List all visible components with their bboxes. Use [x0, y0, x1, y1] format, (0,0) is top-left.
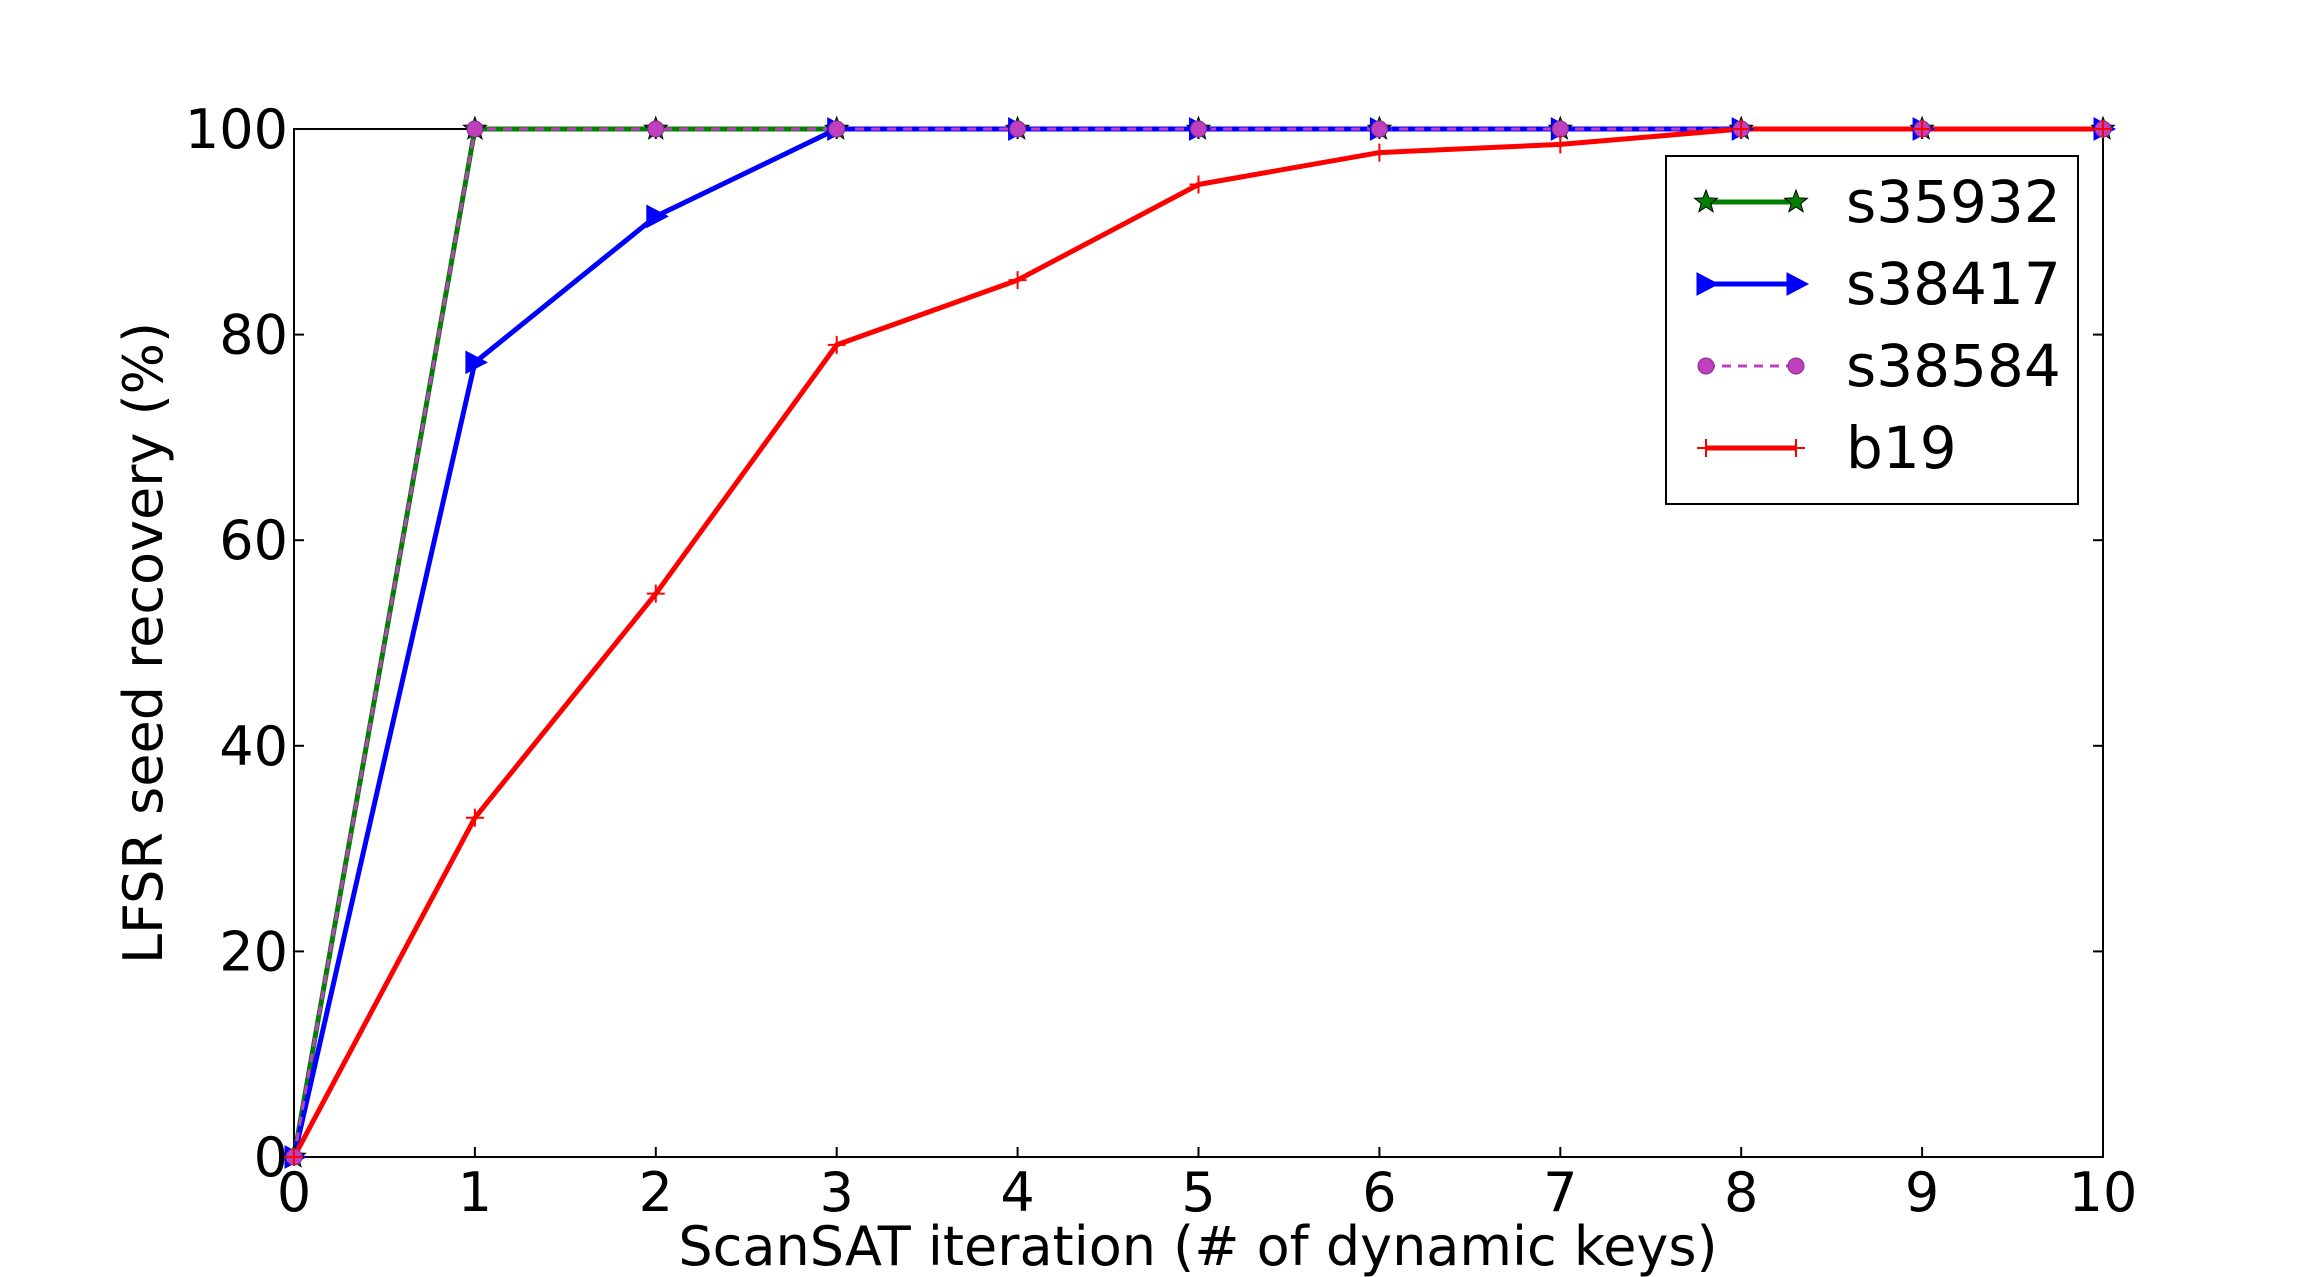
- y-tick-label: 60: [219, 509, 288, 572]
- data-point-b19: [827, 335, 846, 354]
- data-point-s38584: [1190, 120, 1207, 138]
- legend-marker-b19: [1697, 439, 1715, 457]
- data-point-b19: [1732, 120, 1751, 138]
- x-axis-label: ScanSAT iteration (# of dynamic keys): [678, 1215, 1717, 1277]
- data-point-b19: [1551, 135, 1570, 154]
- legend: s35932 s38417 s38584 b19: [1665, 155, 2079, 505]
- data-point-b19: [285, 1148, 303, 1166]
- data-point-b19: [1913, 120, 1932, 138]
- legend-marker-s38417: [1696, 272, 1720, 296]
- y-tick-label: 100: [185, 98, 288, 161]
- data-point-s38584: [1551, 120, 1569, 138]
- data-point-b19: [2094, 120, 2112, 138]
- x-tick-label: 7: [1543, 1161, 1577, 1224]
- x-tick-label: 8: [1724, 1161, 1758, 1224]
- data-point-b19: [1189, 175, 1208, 194]
- x-tick-label: 0: [277, 1161, 311, 1224]
- data-point-s38417: [465, 350, 488, 375]
- y-tick-label: 0: [254, 1126, 288, 1189]
- x-tick-label: 2: [639, 1161, 673, 1224]
- legend-marker-b19: [1787, 439, 1805, 457]
- legend-marker-s35932: [1693, 188, 1719, 213]
- legend-marker-s38417: [1786, 272, 1810, 296]
- data-point-s38584: [1009, 120, 1027, 138]
- x-tick-label: 5: [1181, 1161, 1215, 1224]
- data-point-s38584: [828, 120, 846, 138]
- x-tick-label: 9: [1905, 1161, 1939, 1224]
- x-tick-label: 6: [1362, 1161, 1396, 1224]
- legend-marker-s38584: [1787, 357, 1805, 375]
- x-tick-label: 3: [820, 1161, 854, 1224]
- legend-marker-s35932: [1783, 188, 1809, 213]
- data-point-b19: [465, 808, 484, 827]
- y-axis-label: LFSR seed recovery (%): [112, 322, 175, 964]
- data-point-s38584: [466, 120, 484, 138]
- data-point-s38584: [1370, 120, 1388, 138]
- legend-label-s35932: s35932: [1846, 168, 2061, 236]
- data-point-b19: [646, 584, 665, 603]
- y-tick-label: 80: [219, 304, 288, 367]
- series-markers: [281, 115, 2117, 1169]
- x-tick-label: 1: [458, 1161, 492, 1224]
- data-point-s38584: [647, 120, 665, 138]
- legend-label-s38584: s38584: [1846, 332, 2061, 400]
- legend-label-b19: b19: [1846, 414, 1957, 482]
- y-tick-label: 20: [219, 920, 288, 983]
- y-tick-label: 40: [219, 715, 288, 778]
- x-tick-label: 4: [1000, 1161, 1034, 1224]
- data-point-b19: [1370, 143, 1389, 162]
- x-tick-label: 10: [2069, 1161, 2138, 1224]
- data-point-s38417: [646, 204, 669, 229]
- data-point-b19: [1008, 271, 1027, 290]
- legend-label-s38417: s38417: [1846, 250, 2061, 318]
- legend-marker-s38584: [1697, 357, 1715, 375]
